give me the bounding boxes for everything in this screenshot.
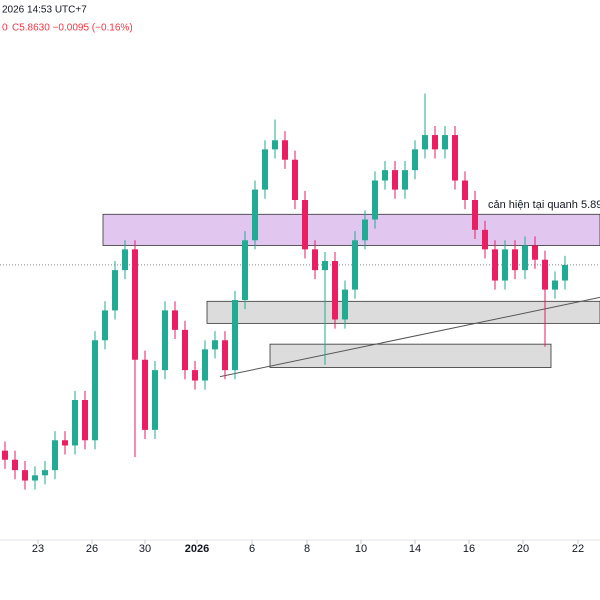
candle-body <box>332 261 338 320</box>
candle-body <box>192 370 198 381</box>
candle-body <box>232 300 238 371</box>
candle-body <box>322 261 328 271</box>
candle-body <box>432 135 438 150</box>
candle-body <box>72 400 78 446</box>
candle-body <box>142 359 148 430</box>
x-tick-label: 8 <box>304 543 310 555</box>
candle-body <box>342 289 348 320</box>
candle-body <box>372 180 378 220</box>
candle-body <box>172 310 178 330</box>
candle-body <box>312 249 318 271</box>
header-prefix: 0 <box>2 23 8 34</box>
candle-body <box>382 170 388 181</box>
candle-body <box>542 259 548 290</box>
x-tick-label: 30 <box>139 543 151 555</box>
candle-body <box>212 340 218 350</box>
x-tick-label: 16 <box>463 543 475 555</box>
candle-body <box>202 349 208 381</box>
candle-body <box>132 249 138 360</box>
candle-body <box>472 200 478 230</box>
x-tick-label: 26 <box>86 543 98 555</box>
candle-body <box>562 264 568 281</box>
candle-body <box>12 459 18 471</box>
candle-body <box>242 240 248 300</box>
candle-body <box>222 340 228 371</box>
candle-body <box>252 189 258 241</box>
x-tick-label: 23 <box>32 543 44 555</box>
zone <box>206 300 600 324</box>
candle-body <box>292 159 298 200</box>
candle-body <box>272 140 278 150</box>
candle-body <box>512 249 518 271</box>
candle-body <box>532 245 538 260</box>
candle-body <box>552 280 558 290</box>
candle-body <box>352 240 358 290</box>
candle-body <box>362 219 368 241</box>
candle-body <box>462 180 468 200</box>
candle-body <box>42 470 48 476</box>
candle-body <box>302 200 308 250</box>
x-tick-label: 2026 <box>185 543 209 555</box>
x-tick-label: 6 <box>249 543 255 555</box>
candle-body <box>182 329 188 371</box>
trend-line <box>219 296 600 378</box>
candle-body <box>82 400 88 441</box>
candle-body <box>262 149 268 190</box>
candle-body <box>62 440 68 446</box>
candle-body <box>492 249 498 281</box>
candle-body <box>162 310 168 371</box>
candle-body <box>2 450 8 460</box>
candle-body <box>32 475 38 481</box>
zone <box>102 213 600 246</box>
candle-body <box>102 310 108 341</box>
candle-body <box>402 170 408 190</box>
x-tick-label: 14 <box>409 543 421 555</box>
candle-body <box>442 135 448 150</box>
candle-body <box>422 135 428 150</box>
annotation: cản hiện tại quanh 5.89 - <box>488 199 600 211</box>
x-tick-label: 10 <box>355 543 367 555</box>
candle-body <box>452 135 458 181</box>
candle-body <box>502 249 508 281</box>
candle-body <box>522 245 528 271</box>
candle-body <box>152 370 158 430</box>
candle-body <box>92 340 98 441</box>
x-tick-label: 20 <box>517 543 529 555</box>
header-time: 2026 14:53 UTC+7 <box>2 5 87 16</box>
candle-body <box>52 440 58 471</box>
candle-body <box>392 170 398 190</box>
header-quote: C5.8630 −0.0095 (−0.16%) <box>12 23 133 34</box>
candle-body <box>112 270 118 311</box>
candle-body <box>22 470 28 481</box>
candle-body <box>282 140 288 160</box>
candle-body <box>122 249 128 271</box>
candle-body <box>412 149 418 171</box>
x-tick-label: 22 <box>572 543 584 555</box>
zone <box>269 343 552 368</box>
candle-body <box>482 229 488 250</box>
